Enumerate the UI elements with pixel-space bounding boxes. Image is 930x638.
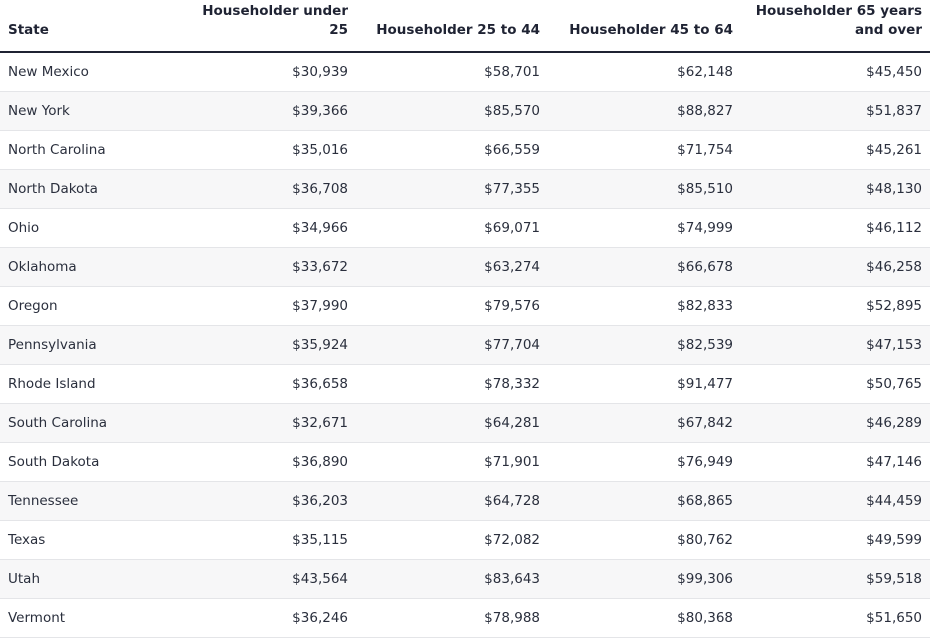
state-cell: Pennsylvania (0, 325, 180, 365)
state-cell: North Carolina (0, 130, 180, 170)
state-cell: North Dakota (0, 169, 180, 209)
25-to-44-cell: $58,701 (356, 52, 548, 92)
state-cell: South Dakota (0, 442, 180, 482)
table-row: South Dakota $36,890 $71,901 $76,949 $47,146 (0, 442, 930, 482)
state-cell: New York (0, 91, 180, 131)
45-to-64-cell: $88,827 (548, 91, 741, 131)
state-cell: Texas (0, 520, 180, 560)
65-and-over-cell: $59,518 (741, 559, 930, 599)
table-body: New Mexico $30,939 $58,701 $62,148 $45,450 Ne… (0, 52, 930, 638)
25-to-44-cell: $63,274 (356, 247, 548, 287)
25-to-44-cell: $79,576 (356, 286, 548, 326)
under-25-cell: $34,966 (180, 208, 356, 248)
under-25-cell: $39,366 (180, 91, 356, 131)
45-to-64-cell: $82,833 (548, 286, 741, 326)
25-to-44-cell: $72,082 (356, 520, 548, 560)
45-to-64-cell: $68,865 (548, 481, 741, 521)
45-to-64-cell: $71,754 (548, 130, 741, 170)
65-and-over-cell: $47,146 (741, 442, 930, 482)
under-25-cell: $35,924 (180, 325, 356, 365)
25-to-44-cell: $71,901 (356, 442, 548, 482)
25-to-44-cell: $69,071 (356, 208, 548, 248)
65-and-over-cell: $50,765 (741, 364, 930, 404)
state-cell: South Carolina (0, 403, 180, 443)
header-row: State Householder under 25 Householder 2… (0, 0, 930, 53)
state-cell: Ohio (0, 208, 180, 248)
65-and-over-cell: $46,289 (741, 403, 930, 443)
under-25-cell: $35,115 (180, 520, 356, 560)
under-25-cell: $37,990 (180, 286, 356, 326)
under-25-cell: $36,708 (180, 169, 356, 209)
45-to-64-cell: $80,762 (548, 520, 741, 560)
table-row: New York $39,366 $85,570 $88,827 $51,837 (0, 91, 930, 131)
65-and-over-cell: $51,650 (741, 598, 930, 638)
column-header-25-to-44[interactable]: Householder 25 to 44 (356, 0, 548, 53)
under-25-cell: $36,890 (180, 442, 356, 482)
under-25-cell: $36,203 (180, 481, 356, 521)
table-row: Texas $35,115 $72,082 $80,762 $49,599 (0, 520, 930, 560)
45-to-64-cell: $99,306 (548, 559, 741, 599)
25-to-44-cell: $78,332 (356, 364, 548, 404)
table-row: Rhode Island $36,658 $78,332 $91,477 $50,765 (0, 364, 930, 404)
45-to-64-cell: $66,678 (548, 247, 741, 287)
state-cell: Rhode Island (0, 364, 180, 404)
25-to-44-cell: $64,281 (356, 403, 548, 443)
state-cell: Utah (0, 559, 180, 599)
table-row: Oklahoma $33,672 $63,274 $66,678 $46,258 (0, 247, 930, 287)
45-to-64-cell: $67,842 (548, 403, 741, 443)
state-cell: Oklahoma (0, 247, 180, 287)
45-to-64-cell: $82,539 (548, 325, 741, 365)
25-to-44-cell: $78,988 (356, 598, 548, 638)
65-and-over-cell: $47,153 (741, 325, 930, 365)
65-and-over-cell: $46,258 (741, 247, 930, 287)
table-row: Oregon $37,990 $79,576 $82,833 $52,895 (0, 286, 930, 326)
65-and-over-cell: $45,450 (741, 52, 930, 92)
under-25-cell: $36,658 (180, 364, 356, 404)
column-header-65-and-over[interactable]: Householder 65 years and over (741, 0, 930, 53)
table-row: Ohio $34,966 $69,071 $74,999 $46,112 (0, 208, 930, 248)
table-row: North Carolina $35,016 $66,559 $71,754 $45,2… (0, 130, 930, 170)
table-row: Vermont $36,246 $78,988 $80,368 $51,650 (0, 598, 930, 638)
table-row: Utah $43,564 $83,643 $99,306 $59,518 (0, 559, 930, 599)
column-header-45-to-64[interactable]: Householder 45 to 64 (548, 0, 741, 53)
65-and-over-cell: $49,599 (741, 520, 930, 560)
table-row: North Dakota $36,708 $77,355 $85,510 $48,130 (0, 169, 930, 209)
state-cell: New Mexico (0, 52, 180, 92)
45-to-64-cell: $80,368 (548, 598, 741, 638)
45-to-64-cell: $76,949 (548, 442, 741, 482)
45-to-64-cell: $85,510 (548, 169, 741, 209)
65-and-over-cell: $48,130 (741, 169, 930, 209)
table-header: State Householder under 25 Householder 2… (0, 0, 930, 53)
65-and-over-cell: $46,112 (741, 208, 930, 248)
under-25-cell: $35,016 (180, 130, 356, 170)
table-row: South Carolina $32,671 $64,281 $67,842 $46,2… (0, 403, 930, 443)
65-and-over-cell: $51,837 (741, 91, 930, 131)
column-header-under-25[interactable]: Householder under 25 (180, 0, 356, 53)
under-25-cell: $43,564 (180, 559, 356, 599)
table-row: Pennsylvania $35,924 $77,704 $82,539 $47,153 (0, 325, 930, 365)
state-cell: Tennessee (0, 481, 180, 521)
column-header-state[interactable]: State (0, 0, 180, 53)
25-to-44-cell: $66,559 (356, 130, 548, 170)
25-to-44-cell: $77,704 (356, 325, 548, 365)
45-to-64-cell: $74,999 (548, 208, 741, 248)
25-to-44-cell: $83,643 (356, 559, 548, 599)
45-to-64-cell: $62,148 (548, 52, 741, 92)
45-to-64-cell: $91,477 (548, 364, 741, 404)
65-and-over-cell: $44,459 (741, 481, 930, 521)
65-and-over-cell: $45,261 (741, 130, 930, 170)
under-25-cell: $36,246 (180, 598, 356, 638)
25-to-44-cell: $64,728 (356, 481, 548, 521)
table-row: Tennessee $36,203 $64,728 $68,865 $44,459 (0, 481, 930, 521)
table-row: New Mexico $30,939 $58,701 $62,148 $45,450 (0, 52, 930, 92)
65-and-over-cell: $52,895 (741, 286, 930, 326)
under-25-cell: $32,671 (180, 403, 356, 443)
state-cell: Vermont (0, 598, 180, 638)
under-25-cell: $30,939 (180, 52, 356, 92)
25-to-44-cell: $85,570 (356, 91, 548, 131)
25-to-44-cell: $77,355 (356, 169, 548, 209)
state-cell: Oregon (0, 286, 180, 326)
under-25-cell: $33,672 (180, 247, 356, 287)
